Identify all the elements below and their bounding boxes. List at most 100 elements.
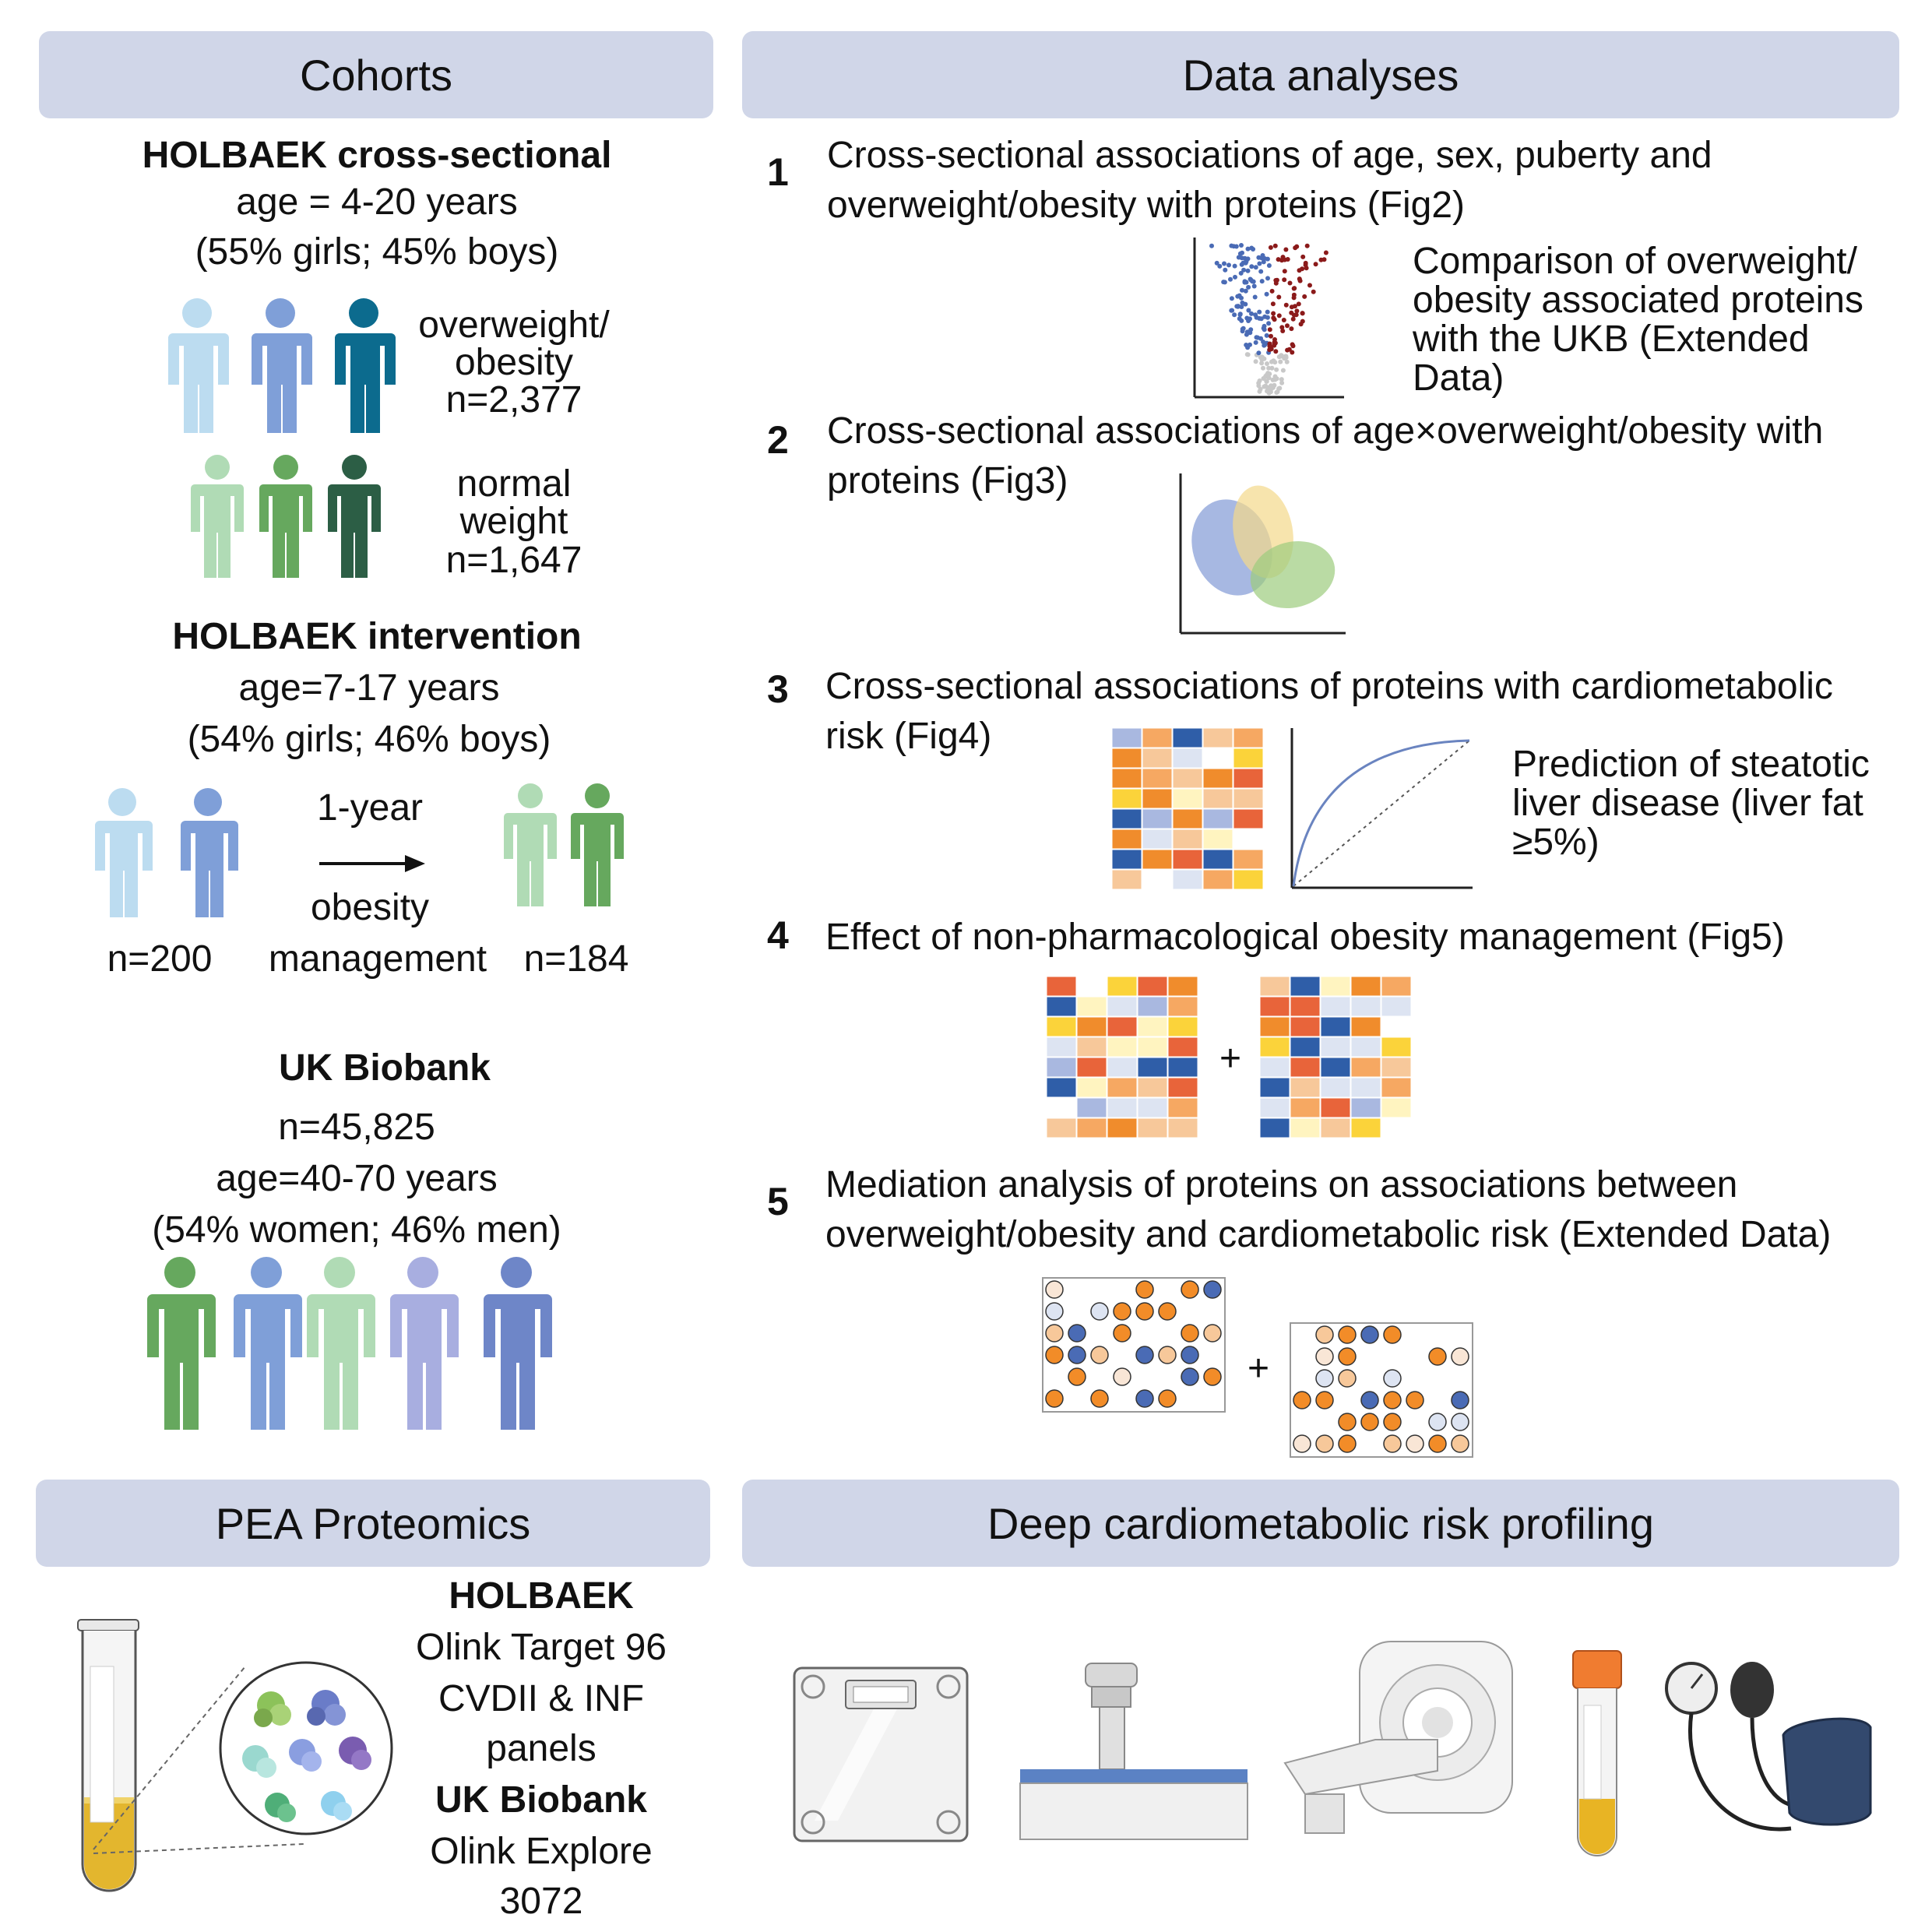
- data-analyses-header: Data analyses: [742, 31, 1899, 118]
- heatmap-cell: [1167, 976, 1198, 997]
- volcano-point: [1258, 316, 1264, 322]
- heatmap-cell: [1046, 976, 1077, 997]
- volcano-point: [1261, 259, 1266, 265]
- dot-matrix-point: [1045, 1280, 1064, 1299]
- volcano-point: [1311, 289, 1316, 294]
- roc-curve-icon: [1290, 728, 1473, 889]
- dot-matrix-point: [1135, 1389, 1154, 1408]
- volcano-point: [1244, 343, 1249, 347]
- volcano-point: [1248, 330, 1253, 336]
- volcano-point: [1258, 269, 1264, 274]
- volcano-point: [1244, 280, 1249, 285]
- volcano-point: [1289, 304, 1294, 310]
- volcano-point: [1280, 329, 1286, 333]
- volcano-point: [1252, 294, 1258, 300]
- volcano-point: [1279, 377, 1284, 382]
- overweight-label-2: obesity: [454, 342, 574, 383]
- volcano-point: [1266, 263, 1272, 268]
- heatmap-cell: [1290, 996, 1321, 1017]
- volcano-point: [1294, 308, 1300, 314]
- dot-matrix-point: [1315, 1391, 1334, 1409]
- proteomics-ukb-title: UK Biobank: [435, 1779, 647, 1821]
- ukb-sex: (54% women; 46% men): [152, 1209, 561, 1251]
- volcano-point: [1243, 288, 1248, 294]
- heatmap-cell: [1107, 1077, 1138, 1098]
- volcano-point: [1269, 359, 1274, 364]
- heatmap-cell: [1172, 849, 1203, 870]
- dot-matrix-point: [1158, 1346, 1177, 1364]
- dot-matrix-point: [1293, 1434, 1311, 1453]
- heatmap-cell: [1202, 849, 1233, 870]
- dot-matrix-point: [1181, 1280, 1199, 1299]
- volcano-point: [1300, 254, 1306, 259]
- steatotic-line-2: liver disease (liver fat: [1512, 783, 1863, 824]
- volcano-point: [1232, 312, 1237, 318]
- volcano-point: [1239, 262, 1244, 267]
- intervention-title: HOLBAEK intervention: [172, 616, 582, 657]
- analysis-2-line-1: Cross-sectional associations of age×over…: [827, 410, 1824, 452]
- heatmap-cell: [1350, 976, 1381, 997]
- volcano-point: [1257, 378, 1262, 383]
- volcano-point: [1246, 308, 1251, 313]
- volcano-point: [1264, 291, 1269, 297]
- volcano-point: [1285, 347, 1290, 353]
- volcano-point: [1274, 376, 1279, 382]
- heatmap-cell: [1046, 1117, 1077, 1138]
- dot-matrix-point: [1338, 1325, 1357, 1344]
- dot-matrix-point: [1181, 1367, 1199, 1386]
- dot-matrix-point: [1158, 1389, 1177, 1408]
- heatmap-cell: [1381, 1097, 1412, 1118]
- heatmap-cell: [1381, 996, 1412, 1017]
- mri-scanner-icon: [1283, 1641, 1513, 1834]
- heatmap-cell: [1233, 768, 1264, 789]
- volcano-point: [1239, 318, 1244, 323]
- volcano-point: [1222, 261, 1226, 266]
- heatmap-cell: [1137, 1097, 1168, 1118]
- volcano-point: [1266, 365, 1272, 371]
- volcano-point: [1237, 311, 1243, 317]
- volcano-point: [1262, 356, 1267, 361]
- blood-sample-tube-icon: [1572, 1650, 1622, 1856]
- intervention-age: age=7-17 years: [238, 667, 500, 709]
- heatmap-cell: [1290, 1016, 1321, 1037]
- volcano-point: [1214, 260, 1219, 266]
- heatmap-cell: [1137, 1036, 1168, 1057]
- overweight-n: n=2,377: [445, 379, 582, 421]
- volcano-point: [1272, 317, 1277, 322]
- analysis-5-number: 5: [767, 1180, 789, 1223]
- volcano-point: [1238, 270, 1244, 276]
- heatmap-cell: [1076, 1117, 1107, 1138]
- volcano-point: [1249, 311, 1254, 316]
- volcano-point: [1269, 333, 1273, 339]
- volcano-point: [1265, 276, 1270, 281]
- heatmap-cell: [1167, 1016, 1198, 1037]
- dot-matrix-point: [1315, 1434, 1334, 1453]
- dot-matrix-point: [1203, 1280, 1222, 1299]
- volcano-point: [1230, 308, 1235, 313]
- heatmap-cell: [1290, 1036, 1321, 1057]
- heatmap-cell: [1172, 748, 1203, 769]
- volcano-point: [1297, 276, 1302, 282]
- volcano-point: [1273, 349, 1279, 354]
- dot-matrix-point: [1113, 1302, 1131, 1321]
- volcano-point: [1259, 361, 1265, 366]
- dot-matrix-point: [1451, 1347, 1469, 1366]
- heatmap-cell: [1142, 829, 1173, 850]
- volcano-point: [1304, 243, 1310, 248]
- volcano-point: [1232, 263, 1237, 269]
- volcano-point: [1296, 301, 1301, 307]
- intervention-arrow: [319, 855, 425, 872]
- heatmap-cell: [1381, 1077, 1412, 1098]
- analysis-3-line-1: Cross-sectional associations of proteins…: [825, 666, 1833, 707]
- proteomics-ukb-line-2: 3072: [499, 1881, 583, 1922]
- dot-matrix-point: [1068, 1367, 1086, 1386]
- volcano-point: [1270, 301, 1276, 307]
- heatmap-cell: [1381, 1036, 1412, 1057]
- intervention-label-2: management: [268, 938, 487, 980]
- analysis-2-number: 2: [767, 418, 789, 462]
- heatmap-cell: [1350, 1117, 1381, 1138]
- heatmap-cell: [1233, 788, 1264, 809]
- dot-matrix-point: [1428, 1413, 1447, 1431]
- dot-matrix-point: [1383, 1434, 1402, 1453]
- risk-profiling-header: Deep cardiometabolic risk profiling: [742, 1480, 1899, 1567]
